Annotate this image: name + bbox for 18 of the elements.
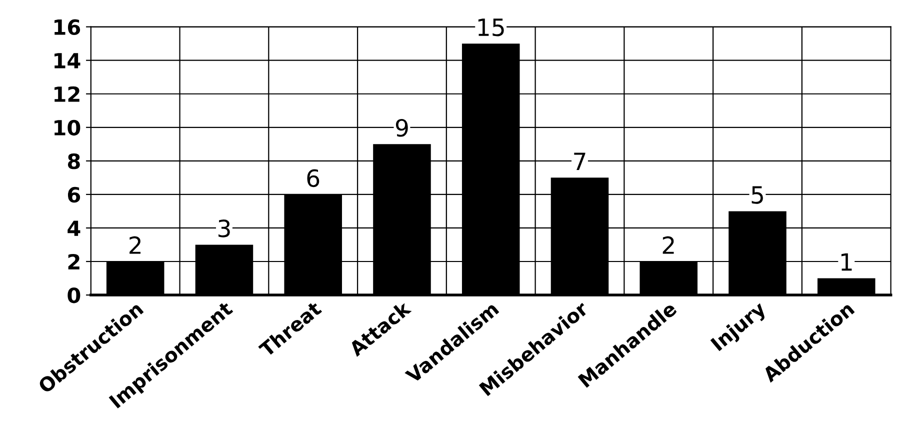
data-label: 2 <box>662 236 674 254</box>
data-label: 7 <box>574 152 586 170</box>
y-tick-label: 0 <box>68 287 80 304</box>
y-tick-label: 6 <box>68 186 80 203</box>
y-tick-label: 16 <box>54 19 80 36</box>
data-label: 5 <box>752 186 763 204</box>
y-tick-label: 10 <box>54 120 80 136</box>
data-label: 2 <box>130 236 140 254</box>
y-tick-label: 4 <box>68 220 80 236</box>
y-tick-label: 12 <box>54 86 80 102</box>
y-tick-label: 8 <box>68 153 80 170</box>
y-tick-label: 2 <box>68 254 80 270</box>
y-tick-label: 14 <box>54 53 80 68</box>
data-label: 9 <box>396 118 408 137</box>
data-label: 15 <box>478 18 504 36</box>
data-label: 1 <box>841 253 852 271</box>
data-label: 6 <box>307 169 320 188</box>
data-label: 3 <box>218 220 230 238</box>
